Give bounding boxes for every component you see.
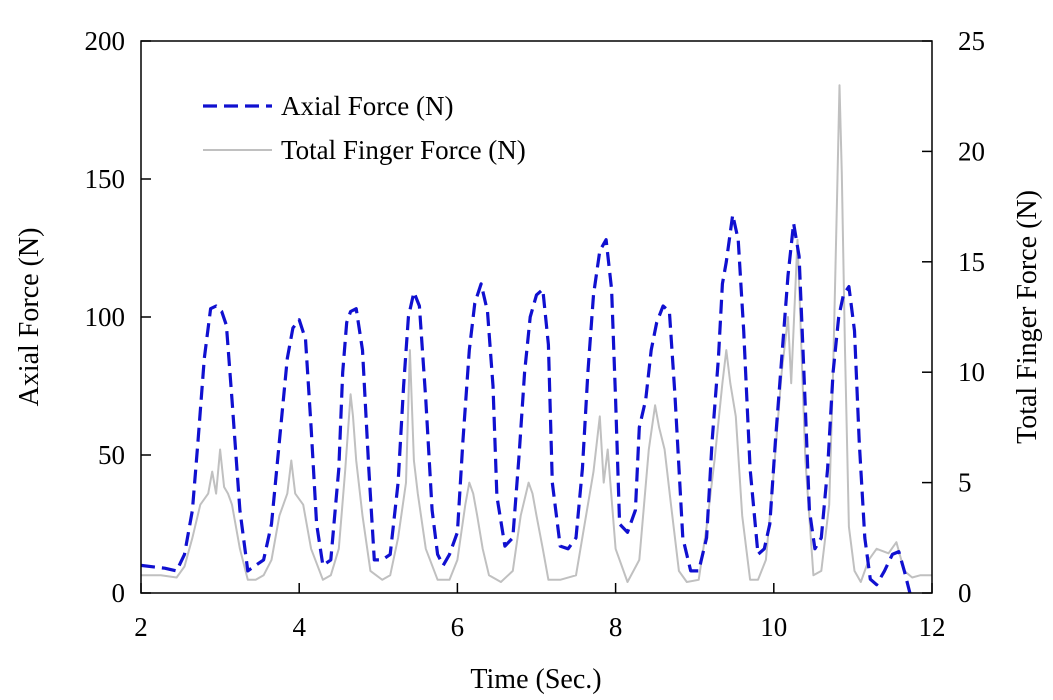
x-tick-label: 2 (134, 612, 148, 642)
y-tick-label: 50 (98, 440, 125, 470)
x-tick-label: 12 (919, 612, 946, 642)
y2-tick-label: 5 (958, 468, 972, 498)
y2-tick-label: 25 (958, 26, 985, 56)
y2-tick-label: 15 (958, 247, 985, 277)
legend-label-axial-force: Axial Force (N) (281, 91, 453, 121)
y-tick-label: 200 (85, 26, 126, 56)
y2-tick-label: 10 (958, 357, 985, 387)
x-tick-label: 4 (292, 612, 306, 642)
y2-axis-title: Total Finger Force (N) (1012, 190, 1043, 444)
x-tick-label: 10 (760, 612, 787, 642)
axis-ticks (140, 40, 933, 594)
axis-tick-labels: 2 4 6 8 10 12 0 50 100 150 200 0 5 10 15 20 25 (85, 26, 986, 642)
x-axis-title: Time (Sec.) (470, 664, 601, 695)
legend: Axial Force (N) Total Finger Force (N) (203, 91, 526, 165)
series-line-total-finger-force (141, 84, 932, 583)
y2-tick-label: 20 (958, 136, 985, 166)
y-tick-label: 150 (85, 164, 126, 194)
series-line-axial-force (140, 213, 912, 594)
plot-series (140, 84, 932, 594)
y-tick-label: 100 (85, 302, 126, 332)
x-tick-label: 6 (451, 612, 465, 642)
y-axis-title: Axial Force (N) (14, 228, 45, 407)
x-tick-label: 8 (609, 612, 623, 642)
y-tick-label: 0 (112, 578, 126, 608)
y2-tick-label: 0 (958, 578, 972, 608)
legend-label-total-finger-force: Total Finger Force (N) (281, 135, 526, 165)
